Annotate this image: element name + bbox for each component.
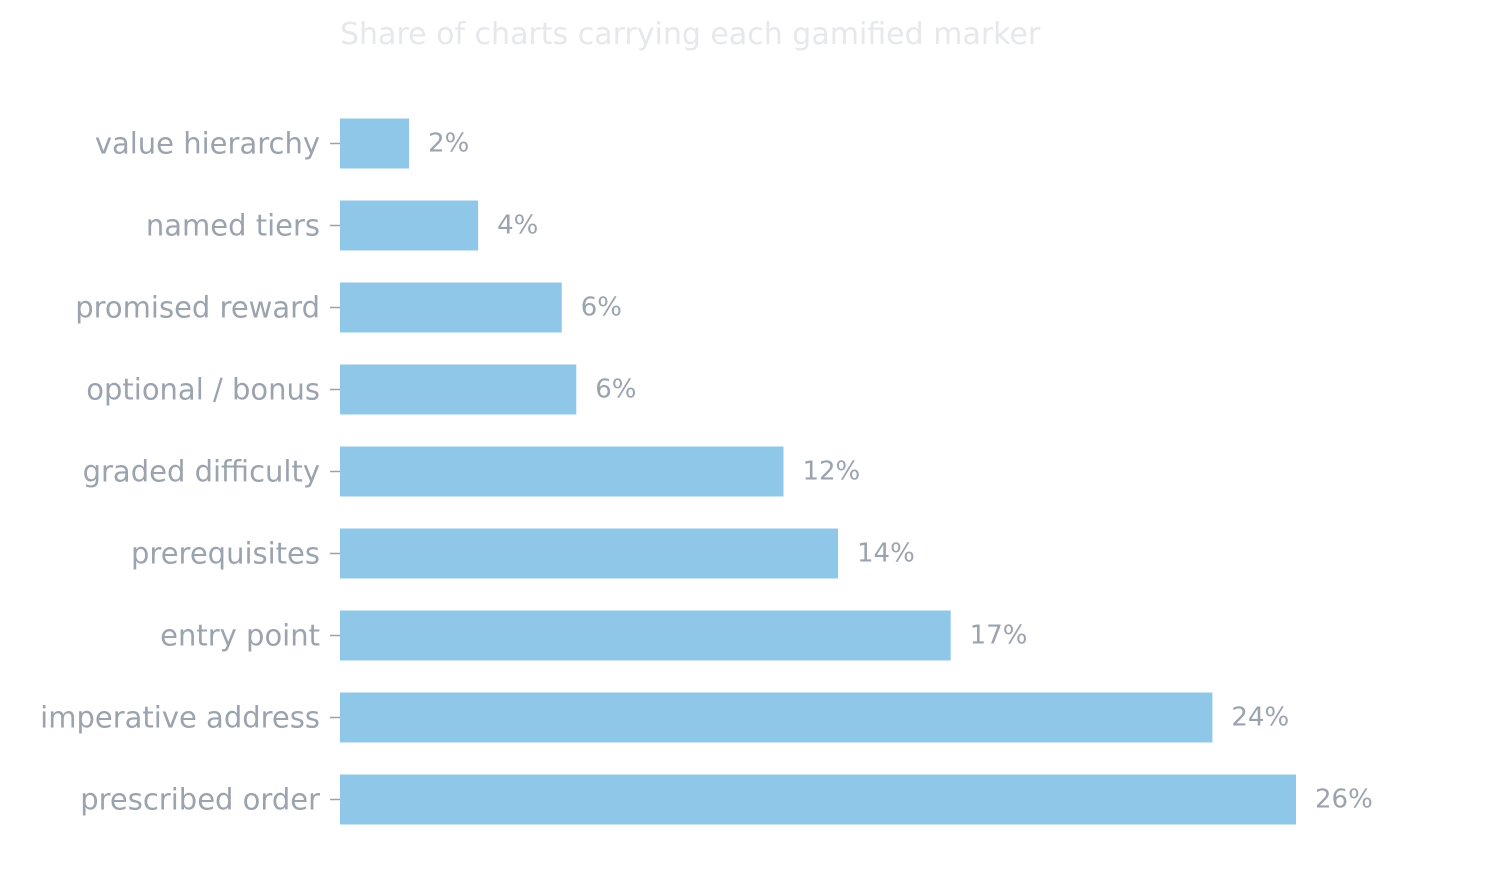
value-label: 6% xyxy=(581,293,622,323)
bar-group: imperative address 24% xyxy=(40,692,1289,743)
chart-title: Share of charts carrying each gamified m… xyxy=(340,17,1041,52)
bar xyxy=(340,118,410,169)
category-label: prerequisites xyxy=(131,537,320,571)
bar-group: promised reward 6% xyxy=(75,282,622,333)
bar xyxy=(340,282,562,333)
category-label: named tiers xyxy=(146,209,320,243)
bar xyxy=(340,528,838,579)
category-label: optional / bonus xyxy=(86,373,320,407)
bar xyxy=(340,200,479,251)
value-label: 17% xyxy=(970,621,1028,651)
bar xyxy=(340,364,577,415)
value-label: 12% xyxy=(802,457,860,487)
bar-group: value hierarchy 2% xyxy=(95,118,469,169)
category-label: entry point xyxy=(160,619,320,653)
bar-group: named tiers 4% xyxy=(146,200,538,251)
bar xyxy=(340,692,1213,743)
value-label: 26% xyxy=(1315,785,1373,815)
bar-group: graded difficulty 12% xyxy=(83,446,860,497)
bar xyxy=(340,446,784,497)
category-label: value hierarchy xyxy=(95,127,320,161)
bar-group: entry point 17% xyxy=(160,610,1028,661)
value-label: 2% xyxy=(428,129,469,159)
bar-group: optional / bonus 6% xyxy=(86,364,637,415)
category-label: promised reward xyxy=(75,291,320,325)
bars-group: value hierarchy 2% named tiers 4% promised r… xyxy=(40,118,1373,825)
bar-group: prescribed order 26% xyxy=(80,774,1373,825)
value-label: 4% xyxy=(497,211,538,241)
value-label: 24% xyxy=(1231,703,1289,733)
bar xyxy=(340,610,951,661)
value-label: 6% xyxy=(595,375,636,405)
category-label: prescribed order xyxy=(80,783,320,817)
bar-group: prerequisites 14% xyxy=(131,528,915,579)
bar xyxy=(340,774,1297,825)
category-label: imperative address xyxy=(40,701,320,735)
category-label: graded difficulty xyxy=(83,455,320,489)
value-label: 14% xyxy=(857,539,915,569)
